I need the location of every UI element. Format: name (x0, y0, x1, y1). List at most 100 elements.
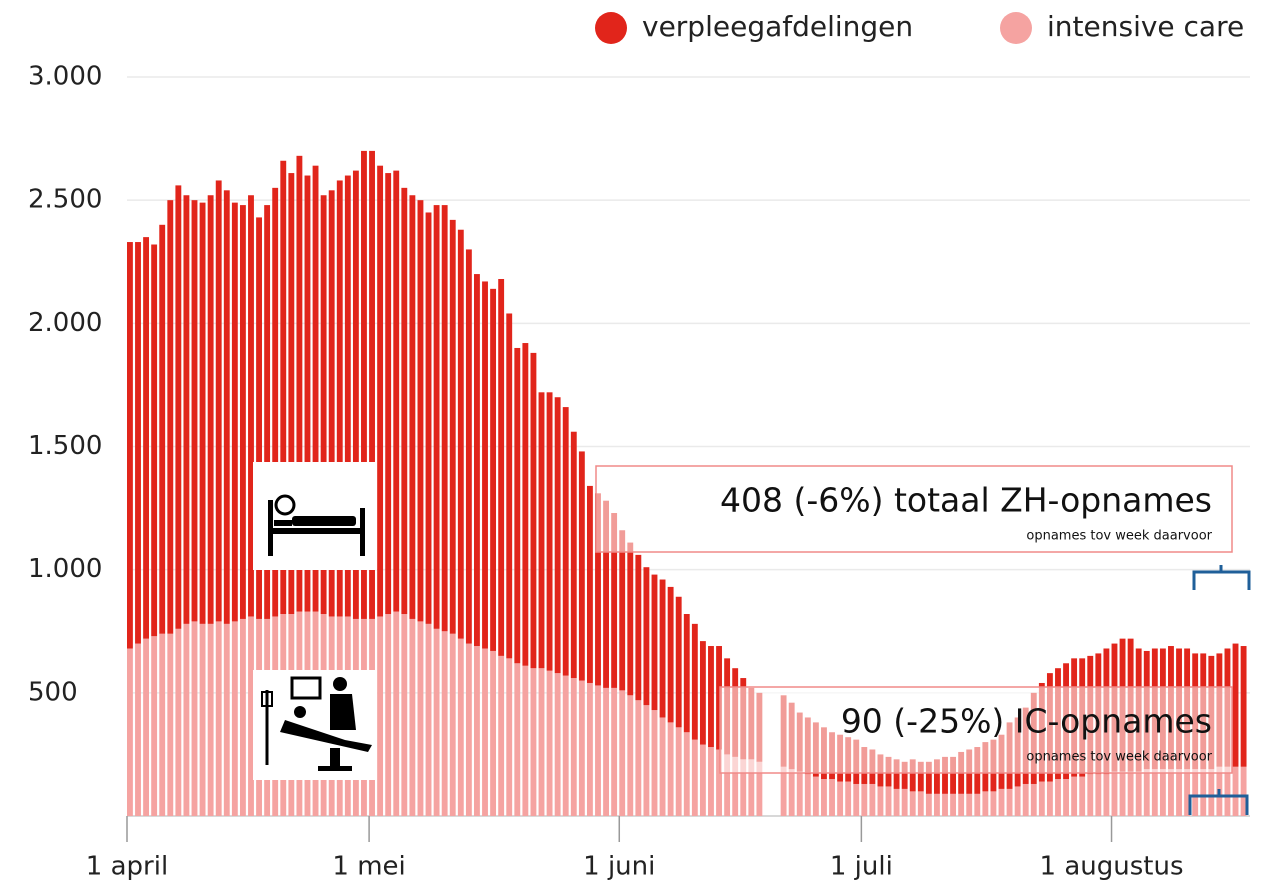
bar-segment (248, 195, 254, 617)
bar-segment (699, 744, 706, 816)
bar-segment (990, 791, 997, 816)
bar-segment (1232, 766, 1239, 816)
bar-segment (377, 165, 384, 617)
bar-segment (1232, 643, 1239, 767)
bar-segment (231, 621, 238, 816)
bar-segment (328, 190, 335, 617)
bar-segment (175, 628, 182, 816)
bar-segment (530, 668, 537, 816)
bar-segment (1030, 783, 1037, 816)
bar-segment (1240, 646, 1247, 767)
annotation-subtext: opnames tov week daarvoor (1026, 750, 1212, 765)
bar-segment (699, 641, 706, 745)
bar-segment (1159, 769, 1166, 816)
bar-segment (457, 229, 464, 639)
bar-segment (183, 623, 190, 816)
bar-segment (651, 710, 658, 816)
bar-segment (982, 791, 989, 816)
bar-segment (861, 783, 868, 816)
bar-segment (570, 678, 577, 816)
bar-segment (1071, 776, 1078, 816)
bar-segment (135, 643, 141, 816)
bar-segment (506, 313, 513, 659)
bar-segment (1240, 766, 1247, 816)
bar-segment (845, 781, 852, 816)
bar-segment (586, 485, 593, 683)
bar-segment (909, 791, 916, 816)
bar-segment (901, 761, 908, 789)
bar-segment (1079, 776, 1086, 816)
bar-segment (320, 195, 327, 615)
bar-segment (748, 759, 755, 816)
bar-segment (449, 633, 456, 816)
bar-segment (377, 616, 384, 816)
bar-segment (522, 665, 529, 816)
bar-segment (554, 397, 561, 674)
bar-segment (885, 786, 892, 816)
bar-segment (942, 793, 948, 816)
bar-segment (546, 670, 553, 816)
bar-segment (506, 658, 513, 816)
bar-segment (393, 170, 400, 612)
bar-segment (1022, 783, 1029, 816)
bar-segment (724, 754, 731, 816)
bar-segment (603, 500, 609, 688)
bar-segment (821, 779, 827, 816)
bar-segment (417, 200, 424, 622)
bar-segment (675, 596, 682, 728)
bar-segment (1224, 766, 1231, 816)
bar-segment (643, 705, 650, 816)
bar-segment (925, 761, 932, 794)
bar-segment (425, 212, 432, 624)
y-tick-label: 1.500 (28, 431, 102, 461)
y-tick-label: 1.000 (28, 554, 102, 584)
bar-segment (1200, 769, 1207, 816)
bar-segment (215, 180, 222, 622)
bracket (1192, 565, 1251, 590)
bar-segment (804, 774, 811, 816)
bar-segment (716, 749, 722, 816)
legend-label: intensive care (1047, 10, 1244, 43)
bar-segment (385, 173, 392, 615)
bar-segment (901, 788, 908, 816)
bar-segment (127, 242, 133, 649)
bar-segment (869, 783, 876, 816)
bar-segment (1046, 781, 1053, 816)
bar-segment (917, 761, 924, 792)
bar-segment (474, 646, 480, 816)
bar-segment (296, 155, 303, 612)
bar-segment (288, 173, 295, 615)
bar-segment (143, 638, 150, 816)
bar-segment (223, 623, 230, 816)
bar-segment (151, 636, 158, 816)
bar-segment (595, 685, 601, 816)
bar-segment (344, 175, 351, 617)
bar-segment (1151, 769, 1158, 816)
bar-segment (562, 675, 569, 816)
bar-segment (635, 700, 642, 816)
bar-segment (264, 205, 271, 619)
bar-segment (934, 793, 940, 816)
bar-segment (627, 542, 634, 696)
bar-segment (998, 788, 1005, 816)
bar-segment (272, 187, 279, 617)
bar-segment (239, 205, 246, 619)
bar-segment (974, 793, 981, 816)
bar-segment (683, 732, 690, 816)
bar-segment (482, 648, 488, 816)
bar-segment (950, 793, 957, 816)
legend: verpleegafdelingen intensive care (595, 10, 1244, 44)
bar-segment (223, 190, 230, 624)
bar-segment (837, 781, 844, 816)
bar-segment (199, 623, 206, 816)
bar-segment (385, 614, 392, 816)
bar-segment (667, 586, 674, 723)
x-tick-label: 1 juni (583, 852, 655, 882)
bar-segment (514, 347, 521, 664)
bar-segment (893, 759, 900, 789)
bar-segment (1176, 769, 1182, 816)
bar-segment (352, 170, 359, 619)
bar-segment (877, 786, 884, 816)
bar-segment (917, 791, 924, 816)
